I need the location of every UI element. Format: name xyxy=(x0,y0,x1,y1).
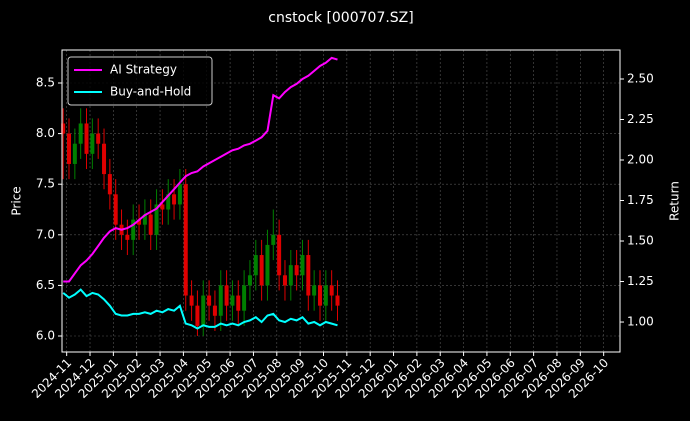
series-line xyxy=(62,288,338,330)
candle-body xyxy=(218,285,223,316)
candle-body xyxy=(317,285,322,306)
candle-body xyxy=(102,143,107,175)
series-line xyxy=(63,56,338,283)
y2-tick-label: 1.00 xyxy=(627,315,654,329)
y2-tick-label: 1.75 xyxy=(627,193,654,207)
candle-body xyxy=(148,214,153,235)
candle-body xyxy=(335,295,340,306)
candle-body xyxy=(61,123,66,134)
candle-body xyxy=(271,234,276,245)
candle-body xyxy=(113,194,118,225)
y-tick-label: 8.0 xyxy=(36,126,55,140)
candle-body xyxy=(236,295,241,311)
y2-tick-label: 2.25 xyxy=(627,112,654,126)
candle-body xyxy=(142,214,147,225)
y-tick-label: 7.5 xyxy=(36,177,55,191)
candle-body xyxy=(137,219,142,225)
candle-body xyxy=(160,204,165,210)
candle-body xyxy=(300,255,305,276)
candle-body xyxy=(195,305,200,326)
y-tick-label: 8.5 xyxy=(36,75,55,89)
candle-body xyxy=(67,133,72,164)
legend-label: AI Strategy xyxy=(110,63,177,77)
candle-body xyxy=(131,219,136,240)
candle-body xyxy=(230,295,235,306)
candle-body xyxy=(84,123,89,154)
legend: AI Strategy Buy-and-Hold xyxy=(67,56,213,106)
candle-body xyxy=(224,285,229,306)
candle-body xyxy=(312,285,317,296)
candle-body xyxy=(154,204,159,235)
candle-body xyxy=(288,265,293,286)
candle-body xyxy=(207,295,212,306)
candle-body xyxy=(259,255,264,286)
candle-body xyxy=(183,184,188,296)
y2-tick-label: 1.25 xyxy=(627,274,654,288)
candle-body xyxy=(329,285,334,296)
candle-body xyxy=(177,184,182,205)
candle-body xyxy=(78,123,83,144)
candle-body xyxy=(96,133,101,144)
candle-body xyxy=(294,265,299,276)
candle-body xyxy=(253,255,258,276)
candle-body xyxy=(247,275,252,286)
y-tick-label: 6.5 xyxy=(36,278,55,292)
candle-body xyxy=(125,234,130,240)
legend-box xyxy=(67,56,213,106)
candle-body xyxy=(107,174,112,195)
candle-body xyxy=(277,234,282,276)
plot-frame xyxy=(61,49,621,353)
candle-body xyxy=(172,194,177,205)
candle-body xyxy=(166,194,171,210)
y2-tick-label: 2.50 xyxy=(627,72,654,86)
y-tick-label: 7.0 xyxy=(36,227,55,241)
candle-body xyxy=(212,305,217,316)
candle-body xyxy=(201,295,206,326)
candle-body xyxy=(306,255,311,296)
y2-tick-label: 1.50 xyxy=(627,234,654,248)
candle-body xyxy=(189,295,194,306)
candle-body xyxy=(242,285,247,311)
legend-label: Buy-and-Hold xyxy=(110,85,191,99)
y-tick-label: 6.0 xyxy=(36,329,55,343)
y-axis-label: Price xyxy=(10,186,24,215)
candle-body xyxy=(323,285,328,306)
y2-axis-label: Return xyxy=(668,181,682,221)
candle-body xyxy=(265,244,270,286)
candle-body xyxy=(72,143,77,164)
candle-body xyxy=(90,133,95,154)
candle-body xyxy=(282,275,287,286)
chart-title: cnstock [000707.SZ] xyxy=(268,10,413,26)
y2-tick-label: 2.00 xyxy=(627,153,654,167)
